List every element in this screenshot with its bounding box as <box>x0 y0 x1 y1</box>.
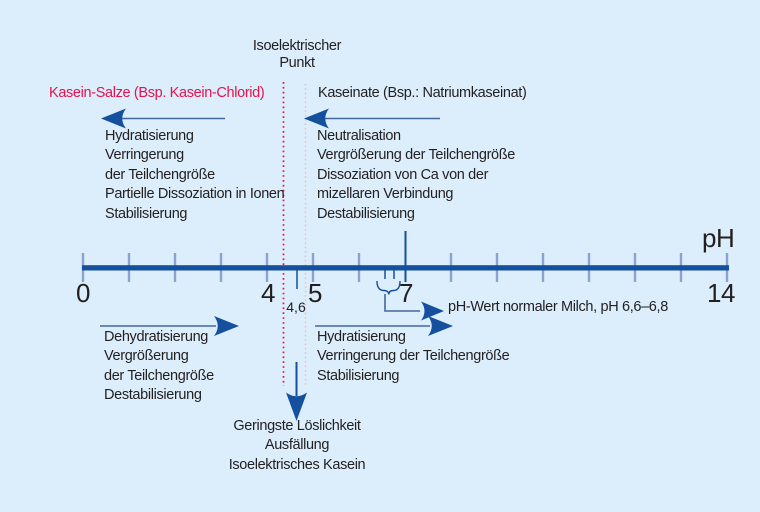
arrowhead-right-icon <box>428 316 453 336</box>
list-item: der Teilchengröße <box>104 367 214 384</box>
precipitation-conclusion: Geringste Löslichkeit Ausfällung Isoelek… <box>229 417 366 475</box>
to-casein-salts-arrow <box>101 108 225 129</box>
list-item: Vergrößerung der Teilchengröße <box>317 147 515 164</box>
diagram-title: Isoelektrischer Punkt <box>252 38 342 71</box>
axis-tick-label-0: 0 <box>76 278 90 308</box>
casein-salts-heading: Kasein-Salze (Bsp. Kasein-Chlorid) <box>49 85 265 101</box>
dehydration-effects-list: Dehydratisierung Vergrößerung der Teilch… <box>104 328 214 406</box>
dehydration-arrow <box>100 316 239 336</box>
caseinates-effects-list: Neutralisation Vergrößerung der Teilchen… <box>317 127 515 224</box>
hydration-arrow <box>315 316 453 336</box>
list-item: Verringerung <box>105 147 184 164</box>
arrowhead-right-icon <box>421 301 444 321</box>
conclusion-line: Isoelektrisches Kasein <box>228 456 366 473</box>
list-item: Dehydratisierung <box>104 329 209 345</box>
milk-note-arrow <box>384 294 444 321</box>
axis-tick-label-14: 14 <box>707 278 735 308</box>
precipitation-down-arrow <box>286 362 307 421</box>
arrowhead-right-icon <box>214 316 239 336</box>
list-item: Dissoziation von Ca von der <box>317 166 489 183</box>
casein-salts-effects-list: Hydratisierung Verringerung der Teilchen… <box>105 127 285 224</box>
diagram-title-line1: Isoelektrischer <box>252 38 342 54</box>
arrowhead-left-icon <box>304 108 329 129</box>
ph-axis-label: pH <box>702 223 735 253</box>
list-item: Hydratisierung <box>317 329 406 345</box>
list-item: Vergrößerung <box>104 348 189 365</box>
conclusion-line: Geringste Löslichkeit <box>233 418 361 434</box>
list-item: Partielle Dissoziation in Ionen <box>105 186 285 203</box>
arrowhead-down-icon <box>286 392 307 421</box>
list-item: der Teilchengröße <box>105 166 215 183</box>
milk-range-ticks <box>384 270 395 279</box>
axis-tick-label-7: 7 <box>399 278 413 308</box>
list-item: Verringerung der Teilchengröße <box>317 348 510 365</box>
hydration-effects-list: Hydratisierung Verringerung der Teilchen… <box>317 328 510 386</box>
axis-tick-label-4: 4 <box>261 278 275 308</box>
conclusion-line: Ausfällung <box>264 437 330 454</box>
milk-ph-note: pH-Wert normaler Milch, pH 6,6–6,8 <box>448 299 668 315</box>
axis-tick-label-5: 5 <box>308 278 322 308</box>
list-item: Destabilisierung <box>317 205 415 222</box>
list-item: Hydratisierung <box>105 128 194 144</box>
caseinates-heading: Kaseinate (Bsp.: Natriumkaseinat) <box>318 85 527 101</box>
isoelectric-value-label: 4,6 <box>286 299 306 315</box>
milk-range-brace <box>376 280 401 295</box>
list-item: Destabilisierung <box>104 387 202 404</box>
list-item: Stabilisierung <box>105 205 188 222</box>
list-item: mizellaren Verbindung <box>317 186 454 203</box>
list-item: Neutralisation <box>317 128 401 144</box>
arrowhead-left-icon <box>101 108 126 129</box>
diagram-title-line2: Punkt <box>279 54 315 71</box>
to-caseinates-arrow <box>304 108 440 129</box>
list-item: Stabilisierung <box>317 367 400 384</box>
